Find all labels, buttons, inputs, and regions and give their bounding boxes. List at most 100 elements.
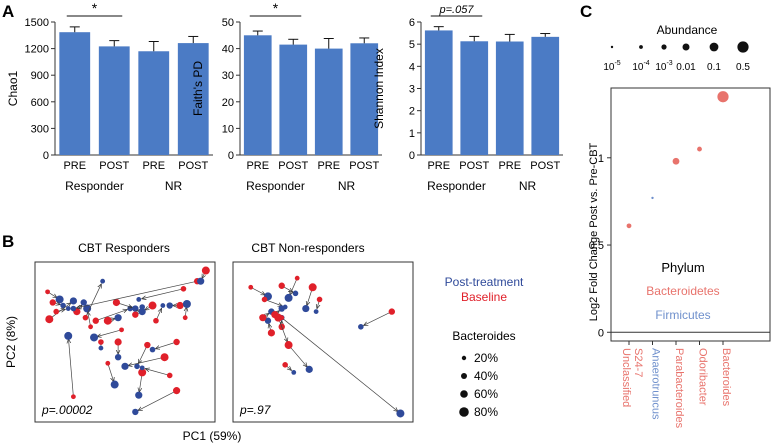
taxon-label: Anaerotruncus — [650, 348, 662, 420]
taxon-label: Parabacteroides — [673, 348, 685, 429]
baseline-point — [45, 289, 50, 295]
baseline-point — [166, 372, 173, 379]
y-tick-label: 3 — [409, 84, 415, 96]
post-point — [60, 302, 66, 309]
abundance-tick-label: 10-3 — [655, 60, 672, 73]
phylum-legend-title: Phylum — [661, 260, 704, 275]
baseline-point — [388, 308, 395, 315]
post-point — [100, 278, 106, 284]
post-point — [135, 391, 143, 399]
y-tick-label: 300 — [31, 123, 49, 135]
bacteroides-size-label: 20% — [474, 351, 498, 365]
bacteroides-size-dot — [461, 355, 467, 361]
post-point — [138, 308, 146, 316]
pcoa-nonresponders-plot — [248, 275, 405, 418]
post-point — [70, 305, 77, 312]
shift-arrow — [288, 344, 308, 367]
phylum-legend-bacteroidetes: Bacteroidetes — [646, 284, 719, 298]
bacteroides-size-dot — [460, 390, 468, 398]
baseline-point — [132, 311, 139, 318]
taxon-label: S24-7 — [632, 348, 644, 377]
y-tick-label: 1500 — [25, 17, 49, 29]
bar — [177, 43, 209, 156]
pcoa-responders-title: CBT Responders — [78, 241, 170, 255]
baseline-point — [284, 341, 293, 350]
y-tick-label: 30 — [222, 70, 234, 82]
baseline-point — [180, 286, 187, 292]
pcoa-xlabel: PC1 (59%) — [183, 429, 242, 443]
x-tick-label: POST — [278, 160, 308, 172]
post-point — [64, 331, 73, 340]
shift-arrow — [364, 311, 392, 326]
baseline-point — [144, 341, 151, 349]
x-tick-label: POST — [349, 160, 379, 172]
shift-arrow — [88, 312, 91, 327]
y-axis-label: Chao1 — [6, 71, 20, 107]
panel-label-c: C — [580, 2, 592, 21]
post-point — [166, 302, 173, 309]
y-tick-label: 900 — [31, 70, 49, 82]
bar — [424, 30, 453, 156]
y-tick-label: 10 — [222, 123, 234, 135]
fold-change-plot: 0 0.5 1 Unclassified S24-7 Anaerotruncus Parab… — [589, 87, 771, 429]
taxon-point — [626, 223, 632, 229]
baseline-point — [105, 360, 111, 366]
legend-baseline: Baseline — [461, 290, 507, 304]
y-tick-label: 5 — [409, 39, 415, 51]
shift-arrow — [107, 363, 114, 381]
post-point — [182, 300, 191, 308]
abundance-size-dot — [709, 42, 719, 52]
post-point — [291, 370, 297, 375]
bar — [314, 48, 343, 155]
y-tick-label: 2 — [409, 106, 415, 118]
pcoa-responders-plot — [45, 266, 210, 416]
shift-arrow — [281, 317, 398, 412]
post-point — [110, 380, 119, 389]
shift-arrow — [138, 390, 177, 411]
y-tick-label: 0 — [598, 327, 604, 339]
y-tick-label: 1200 — [25, 44, 49, 56]
taxon-label: Odoribacter — [697, 348, 709, 406]
abundance-tick-label: 10-5 — [603, 60, 620, 73]
shift-arrow — [138, 344, 148, 364]
abundance-size-dot — [610, 45, 614, 49]
y-tick-label: 1 — [409, 128, 415, 140]
baseline-point — [112, 298, 120, 307]
baseline-point — [201, 266, 210, 275]
baseline-point — [92, 317, 99, 324]
post-point — [55, 295, 64, 304]
taxon-point — [697, 146, 702, 152]
shift-arrow — [97, 329, 122, 337]
bar — [495, 41, 524, 155]
post-point — [197, 277, 205, 285]
baseline-point — [173, 387, 181, 395]
post-point — [278, 305, 285, 312]
abundance-size-dot — [661, 44, 667, 50]
abundance-legend: 10-5 10-4 10-3 0.01 0.1 0.5 — [603, 41, 750, 73]
abundance-tick-label: 0.5 — [736, 62, 750, 73]
baseline-point — [148, 301, 157, 310]
group-label-nr: NR — [165, 179, 183, 193]
bar-chart-shannon: 0 1 2 3 4 5 6 Shannon Index PRE POST PRE POST Respon… — [372, 4, 563, 193]
pcoa-responders-frame — [34, 261, 216, 423]
baseline-point — [294, 275, 300, 281]
significance-label: * — [273, 0, 279, 16]
baseline-point — [279, 315, 285, 321]
post-point — [132, 408, 139, 416]
x-tick-label: POST — [99, 160, 129, 172]
abundance-tick-label: 10-4 — [632, 60, 649, 73]
shift-arrow — [155, 341, 177, 349]
legend-bacteroides-title: Bacteroides — [452, 329, 515, 343]
taxon-point — [672, 157, 680, 165]
pcoa-nonresponders-frame — [232, 261, 414, 423]
taxon-label: Bacteroides — [720, 348, 732, 407]
significance-label: * — [92, 0, 98, 16]
x-tick-label: PRE — [246, 160, 269, 172]
shift-arrow — [290, 278, 298, 295]
x-tick-label: POST — [530, 160, 560, 172]
baseline-point — [278, 282, 285, 289]
shift-arrow — [250, 286, 266, 295]
y-tick-label: 0 — [43, 150, 49, 162]
baseline-point — [71, 394, 76, 400]
